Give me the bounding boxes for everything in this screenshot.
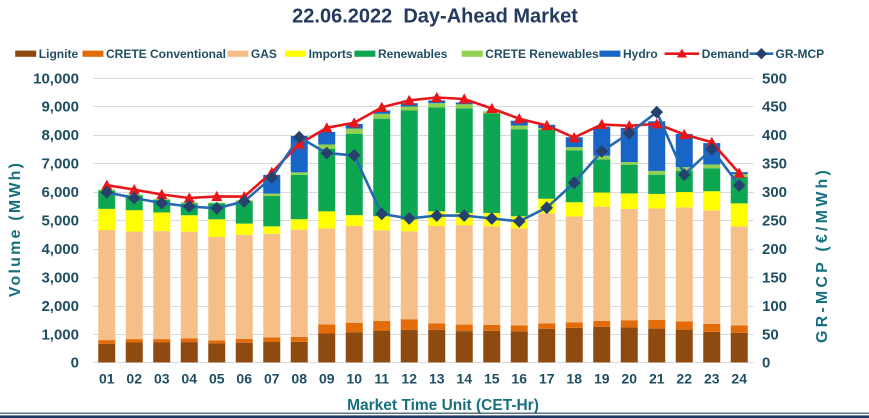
svg-text:450: 450 [762,99,787,116]
svg-text:02: 02 [126,371,142,387]
svg-text:5,000: 5,000 [41,213,79,230]
svg-text:24: 24 [731,371,747,387]
svg-text:2,000: 2,000 [41,298,79,315]
svg-text:350: 350 [762,156,787,173]
svg-text:10,000: 10,000 [33,70,79,87]
svg-text:GR-MCP (€/MWh): GR-MCP (€/MWh) [814,167,831,343]
svg-text:0: 0 [71,355,79,372]
svg-text:0: 0 [762,355,770,372]
svg-text:9,000: 9,000 [41,99,79,116]
svg-text:Hydro: Hydro [623,47,658,61]
svg-text:1,000: 1,000 [41,326,79,343]
svg-text:500: 500 [762,70,787,87]
svg-text:400: 400 [762,127,787,144]
svg-text:19: 19 [594,371,610,387]
svg-text:7,000: 7,000 [41,156,79,173]
svg-text:12: 12 [401,371,417,387]
svg-text:01: 01 [99,371,115,387]
svg-text:18: 18 [566,371,582,387]
svg-text:GAS: GAS [251,47,277,61]
svg-text:4,000: 4,000 [41,241,79,258]
svg-text:Lignite: Lignite [39,47,79,61]
svg-text:21: 21 [649,371,665,387]
svg-text:Market Time Unit (CET-Hr): Market Time Unit (CET-Hr) [347,397,539,414]
svg-text:14: 14 [456,371,472,387]
svg-text:300: 300 [762,184,787,201]
svg-text:07: 07 [264,371,280,387]
svg-text:17: 17 [539,371,555,387]
svg-text:05: 05 [209,371,225,387]
svg-text:8,000: 8,000 [41,127,79,144]
svg-text:22: 22 [676,371,692,387]
svg-text:Volume (MWh): Volume (MWh) [7,161,24,297]
svg-text:23: 23 [704,371,720,387]
svg-text:10: 10 [346,371,362,387]
svg-text:150: 150 [762,269,787,286]
svg-text:22.06.2022 Day-Ahead Market: 22.06.2022 Day-Ahead Market [292,6,578,28]
svg-text:11: 11 [374,371,389,387]
svg-text:CRETE Renewables: CRETE Renewables [485,47,599,61]
svg-text:50: 50 [762,326,779,343]
svg-text:Imports: Imports [309,47,353,61]
svg-text:15: 15 [484,371,500,387]
svg-text:04: 04 [181,371,197,387]
svg-text:03: 03 [154,371,170,387]
svg-text:Demand: Demand [702,47,749,61]
svg-text:CRETE Conventional: CRETE Conventional [106,47,226,61]
svg-text:13: 13 [429,371,445,387]
svg-text:16: 16 [511,371,527,387]
svg-text:09: 09 [319,371,335,387]
svg-text:06: 06 [236,371,252,387]
svg-text:6,000: 6,000 [41,184,79,201]
svg-text:100: 100 [762,298,787,315]
svg-text:250: 250 [762,213,787,230]
svg-text:08: 08 [291,371,307,387]
svg-text:20: 20 [621,371,637,387]
svg-text:Renewables: Renewables [378,47,448,61]
svg-text:3,000: 3,000 [41,269,79,286]
svg-text:200: 200 [762,241,787,258]
svg-text:GR-MCP: GR-MCP [776,47,825,61]
